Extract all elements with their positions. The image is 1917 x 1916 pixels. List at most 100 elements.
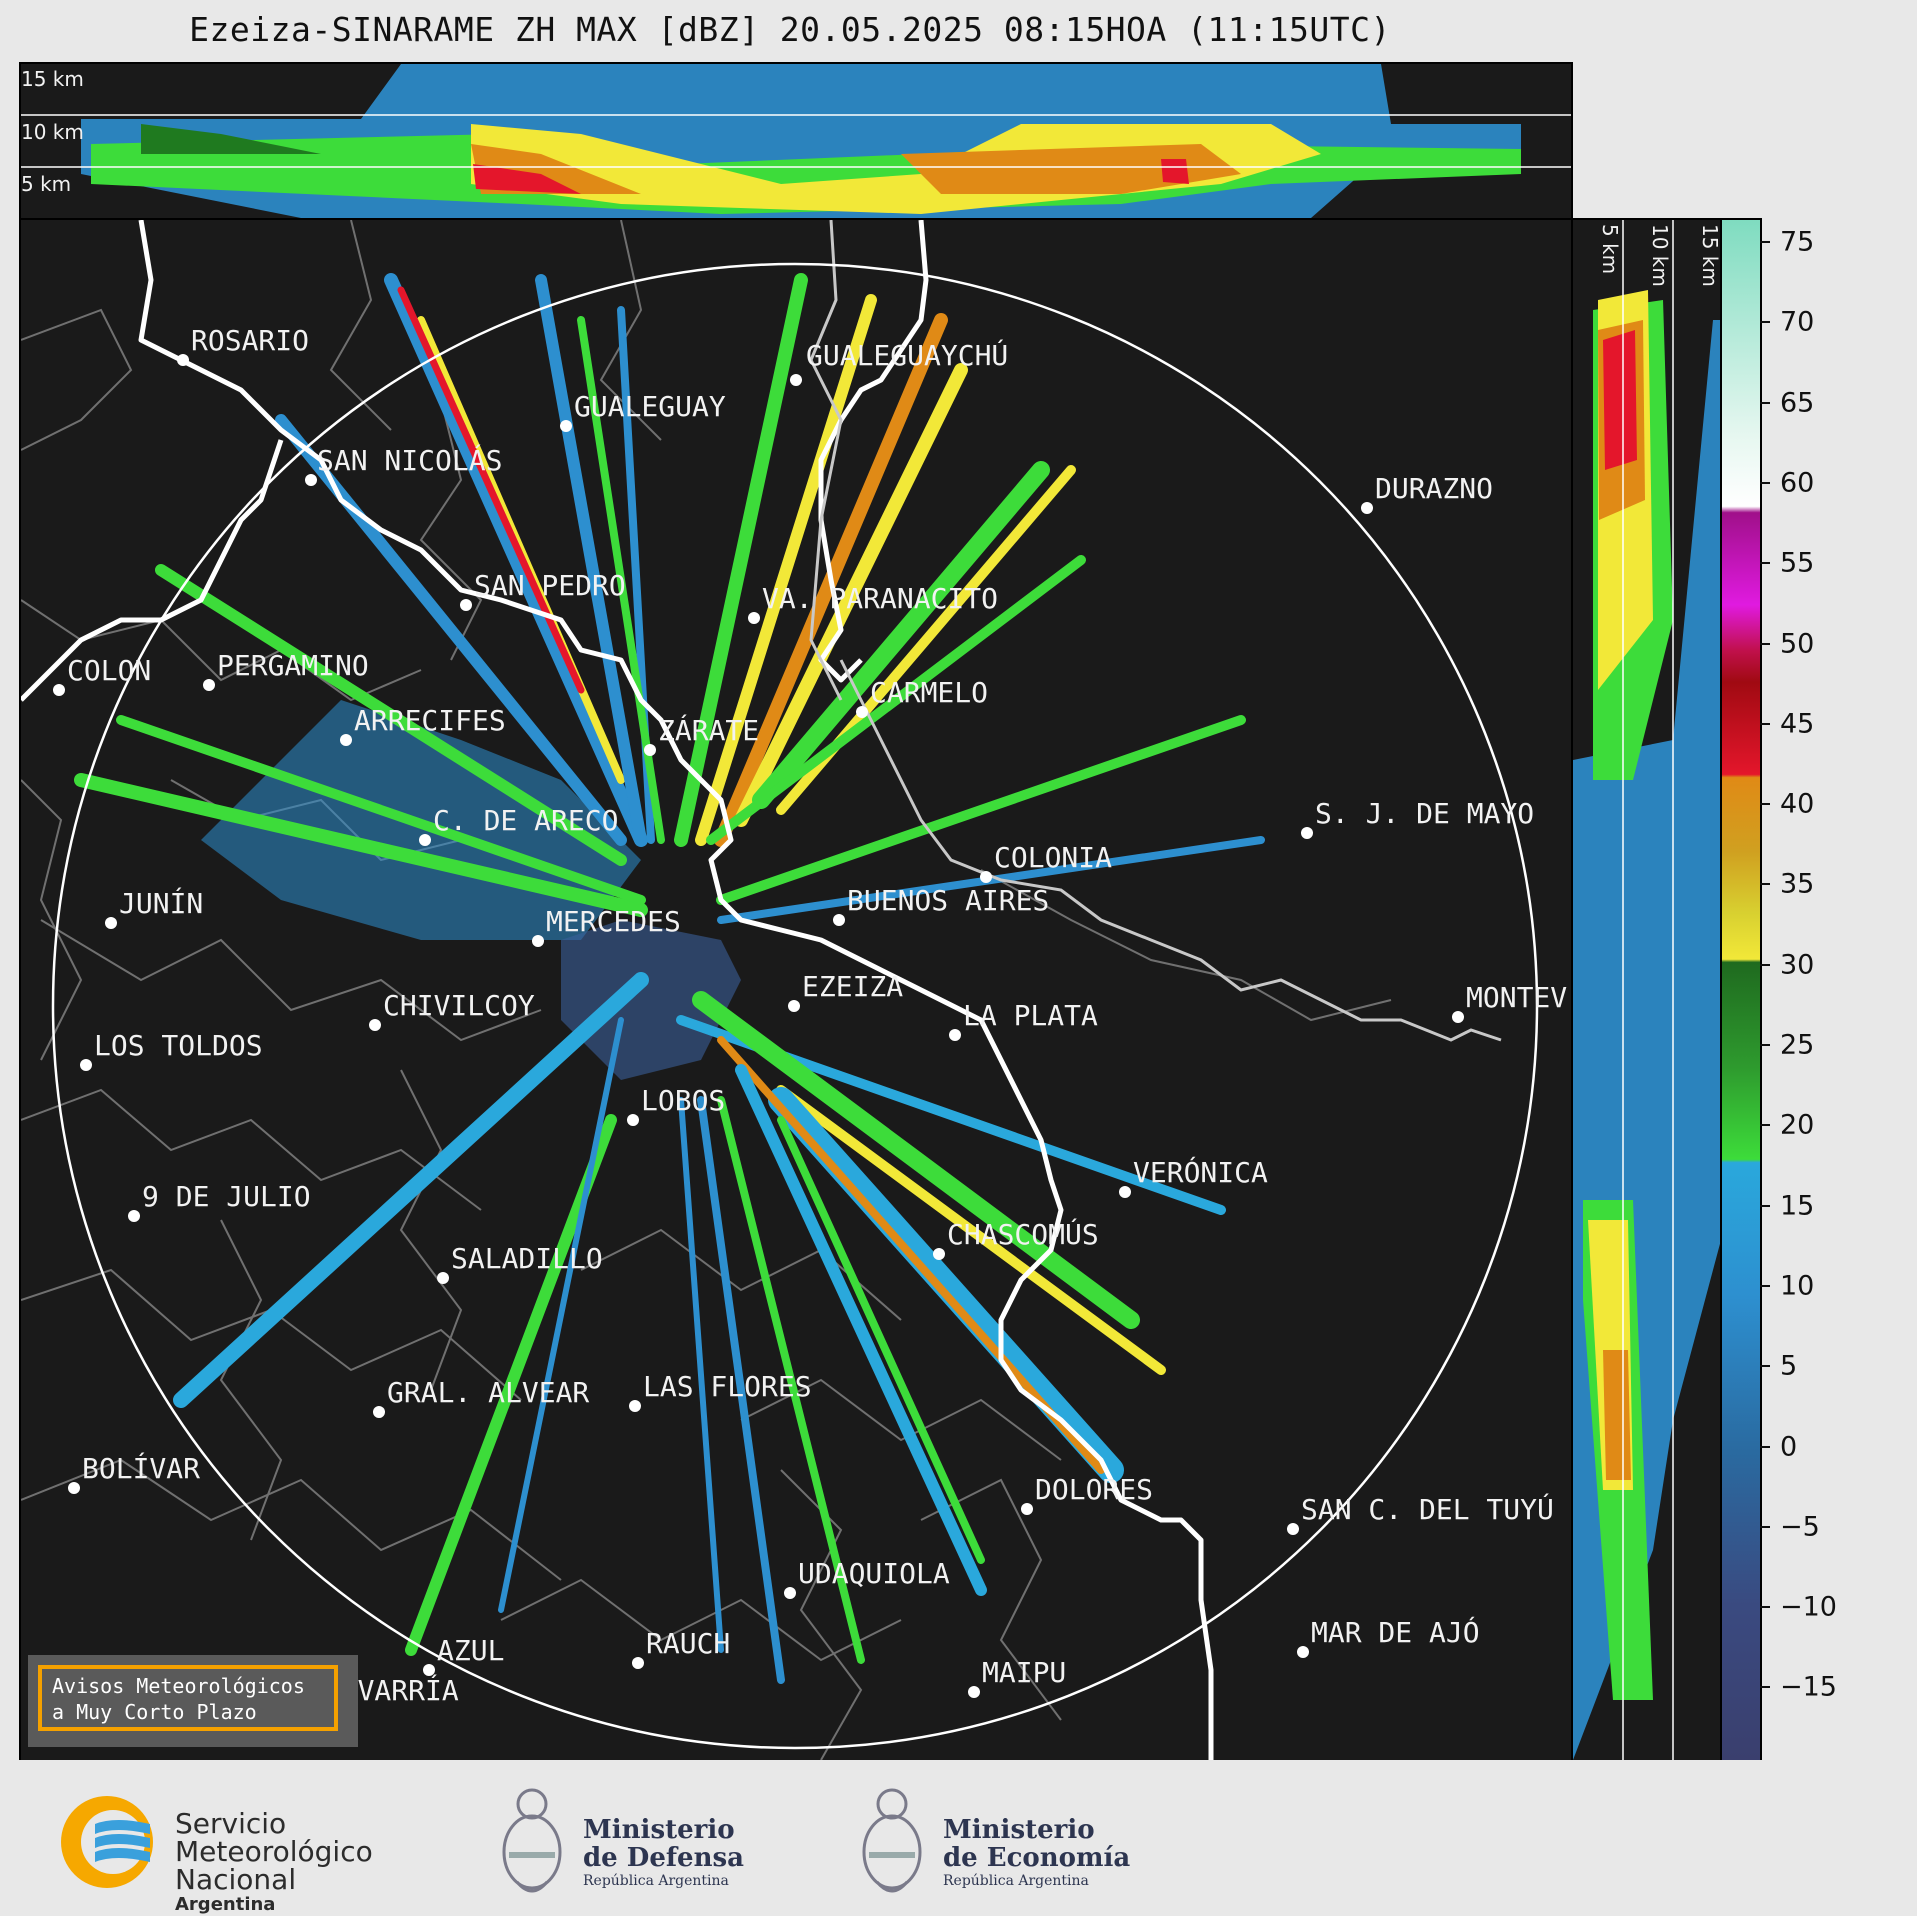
colorbar-tick-label: −5 — [1780, 1511, 1820, 1543]
right-xsec-km-label: 10 km — [1648, 224, 1672, 287]
city-label: GUALEGUAY — [574, 390, 726, 423]
city-label: MERCEDES — [546, 905, 681, 938]
radar-map[interactable]: ROSARIO GUALEGUAYCHÚ GUALEGUAY SAN NICOL… — [19, 218, 1573, 1762]
colorbar-tick-label: 60 — [1780, 467, 1815, 499]
city-markers — [53, 354, 1464, 1716]
defensa-line2: de Defensa — [583, 1843, 744, 1873]
right-xsec-km-label: 15 km — [1698, 224, 1721, 287]
colorbar-tick-label: 0 — [1780, 1431, 1798, 1462]
colorbar-tick-label: −10 — [1780, 1591, 1837, 1623]
smn-line3: Nacional — [175, 1863, 297, 1896]
city-label: VA. PARANACITO — [762, 582, 998, 615]
colorbar-tick — [1760, 1204, 1770, 1207]
city-label: UDAQUIOLA — [798, 1557, 950, 1590]
right-xsec-echoes — [1573, 290, 1721, 1760]
city-label: RAUCH — [646, 1627, 730, 1660]
warning-line1: Avisos Meteorológicos — [52, 1674, 305, 1698]
city-label: GUALEGUAYCHÚ — [806, 338, 1008, 372]
city-label: BOLÍVAR — [82, 1451, 200, 1485]
colorbar-tick — [1760, 883, 1770, 886]
city-label: S. J. DE MAYO — [1315, 797, 1534, 830]
city-label: VERÓNICA — [1133, 1155, 1268, 1189]
smn-logo-icon — [61, 1796, 153, 1888]
colorbar-tick — [1760, 481, 1770, 484]
city-label: MAIPU — [982, 1656, 1066, 1689]
city-label: CHASCOMÚS — [947, 1217, 1099, 1251]
city-label: ARRECIFES — [354, 704, 506, 737]
colorbar-tick — [1760, 1606, 1770, 1609]
colorbar-tick — [1760, 1044, 1770, 1046]
city-label: SAN PEDRO — [474, 569, 626, 602]
economia-line2: de Economía — [943, 1843, 1131, 1873]
ministerio-economia-logo: Ministerio de Economía República Argenti… — [855, 1782, 1135, 1902]
coat-of-arms-icon — [862, 1788, 922, 1893]
city-label: CHIVILCOY — [383, 989, 535, 1022]
city-label: SAN NICOLÁS — [317, 443, 502, 477]
colorbar-ticks: 75 70 65 60 55 50 45 40 35 30 25 20 15 10 5 0 −5 −10 −15 — [1760, 218, 1900, 1762]
colorbar-tick — [1760, 562, 1770, 565]
colorbar-tick — [1760, 963, 1770, 966]
city-label: CARMELO — [870, 676, 988, 709]
colorbar-tick-label: 10 — [1780, 1270, 1815, 1302]
city-label: LOBOS — [641, 1084, 725, 1117]
city-label: C. DE ARECO — [433, 804, 618, 837]
right-cross-section: 5 km 10 km 15 km — [1571, 218, 1723, 1762]
colorbar-tick-label: 65 — [1780, 387, 1815, 419]
top-xsec-echoes — [81, 64, 1521, 218]
city-label: ROSARIO — [191, 324, 309, 357]
colorbar-tick-label: 25 — [1780, 1029, 1815, 1061]
uruguay-coast — [839, 659, 1502, 1042]
colorbar-tick-label: 70 — [1780, 306, 1815, 338]
colorbar — [1720, 218, 1762, 1762]
colorbar-tick — [1760, 1365, 1770, 1368]
defensa-line3: República Argentina — [583, 1873, 729, 1889]
colorbar-tick — [1760, 1284, 1770, 1287]
city-label: MONTEV — [1466, 981, 1567, 1014]
radar-echoes — [74, 273, 1265, 1684]
smn-line1: Servicio — [175, 1807, 287, 1840]
city-label: COLON — [67, 654, 151, 687]
city-label: DURAZNO — [1375, 472, 1493, 505]
city-label: ZÁRATE — [658, 713, 759, 747]
footer: Servicio Meteorológico Nacional Argentin… — [0, 1760, 1917, 1915]
city-label: AZUL — [437, 1634, 504, 1667]
colorbar-tick-label: 35 — [1780, 868, 1815, 900]
colorbar-tick — [1760, 321, 1770, 324]
city-label: GRAL. ALVEAR — [387, 1376, 589, 1409]
colorbar-tick-label: 40 — [1780, 788, 1815, 820]
colorbar-tick-label: 5 — [1780, 1350, 1798, 1382]
coat-of-arms-icon — [502, 1788, 562, 1893]
city-label: LA PLATA — [963, 999, 1098, 1032]
smn-country: Argentina — [175, 1894, 276, 1915]
city-label: DOLORES — [1035, 1473, 1153, 1506]
top-xsec-km-label: 15 km — [21, 67, 84, 91]
colorbar-tick — [1760, 241, 1770, 243]
colorbar-tick — [1760, 1445, 1770, 1448]
smn-line2: Meteorológico — [175, 1835, 373, 1868]
colorbar-tick — [1760, 401, 1770, 404]
top-xsec-km-label: 5 km — [21, 172, 71, 196]
colorbar-tick-label: 30 — [1780, 949, 1815, 981]
colorbar-tick — [1760, 1124, 1770, 1127]
city-label: PERGAMINO — [217, 649, 369, 682]
colorbar-tick — [1760, 722, 1770, 725]
city-label: LAS FLORES — [643, 1370, 812, 1403]
right-xsec-km-label: 5 km — [1598, 224, 1622, 274]
range-ring — [51, 262, 1539, 1750]
colorbar-tick-label: 55 — [1780, 547, 1815, 579]
smn-logo: Servicio Meteorológico Nacional Argentin… — [55, 1788, 475, 1915]
city-label: LOS TOLDOS — [94, 1029, 263, 1062]
warning-box[interactable]: Avisos Meteorológicos a Muy Corto Plazo — [28, 1655, 358, 1747]
economia-line3: República Argentina — [943, 1873, 1089, 1889]
city-label: MAR DE AJÓ — [1311, 1615, 1480, 1649]
colorbar-tick — [1760, 642, 1770, 645]
city-label: EZEIZA — [802, 970, 903, 1003]
coastline — [21, 220, 1214, 1760]
top-cross-section: 15 km 10 km 5 km — [19, 62, 1573, 220]
city-label: 9 DE JULIO — [142, 1180, 311, 1213]
colorbar-tick — [1760, 1686, 1770, 1689]
colorbar-tick — [1760, 1525, 1770, 1528]
top-xsec-km-label: 10 km — [21, 120, 84, 144]
colorbar-tick-label: 75 — [1780, 226, 1815, 258]
city-label: COLONIA — [994, 841, 1112, 874]
